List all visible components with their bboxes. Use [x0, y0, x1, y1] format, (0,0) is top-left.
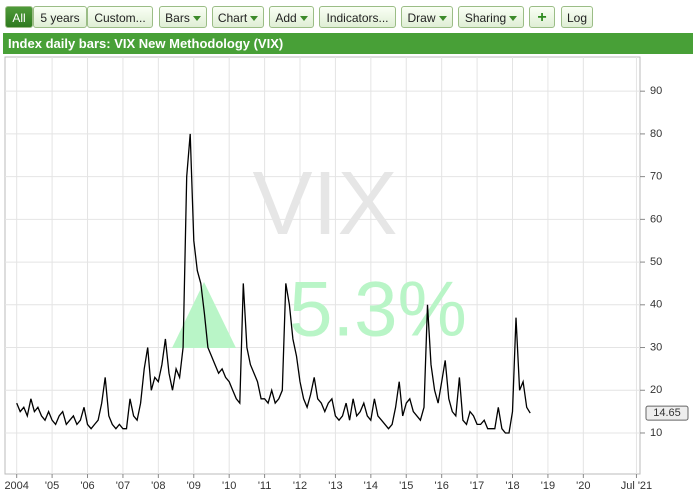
- y-tick-label: 10: [650, 427, 662, 439]
- x-tick-label: '12: [293, 480, 307, 492]
- watermark: VIX: [252, 154, 397, 254]
- x-tick-label: Jul '21: [621, 480, 652, 492]
- y-tick-label: 20: [650, 384, 662, 396]
- x-tick-label: '08: [151, 480, 165, 492]
- y-tick-label: 90: [650, 85, 662, 97]
- toolbar-button[interactable]: Custom...: [87, 6, 153, 28]
- x-tick-label: '18: [505, 480, 519, 492]
- y-tick-label: 70: [650, 171, 662, 183]
- x-tick-label: '16: [435, 480, 449, 492]
- x-tick-label: '20: [576, 480, 590, 492]
- x-tick-label: '10: [222, 480, 236, 492]
- toolbar-button[interactable]: +: [529, 6, 555, 28]
- toolbar-button[interactable]: Indicators...: [319, 6, 396, 28]
- x-tick-label: '19: [541, 480, 555, 492]
- toolbar-button[interactable]: Bars: [159, 6, 207, 28]
- x-tick-label: '09: [187, 480, 201, 492]
- x-tick-label: '06: [80, 480, 94, 492]
- toolbar-button[interactable]: Chart: [212, 6, 264, 28]
- x-tick-label: '17: [470, 480, 484, 492]
- price-line: [16, 133, 531, 434]
- last-price-label: 14.65: [653, 407, 681, 419]
- y-tick-label: 40: [650, 299, 662, 311]
- x-tick-label: '07: [116, 480, 130, 492]
- y-tick-label: 60: [650, 213, 662, 225]
- chart-title: Index daily bars: VIX New Methodology (V…: [3, 33, 693, 54]
- x-tick-label: '14: [364, 480, 378, 492]
- x-tick-label: 2004: [4, 480, 28, 492]
- x-tick-label: '05: [45, 480, 59, 492]
- toolbar-button[interactable]: Log: [561, 6, 593, 28]
- y-tick-label: 50: [650, 256, 662, 268]
- x-tick-label: '13: [328, 480, 342, 492]
- toolbar-button[interactable]: 5 years: [33, 6, 87, 28]
- toolbar-button[interactable]: Add: [269, 6, 314, 28]
- change-watermark: 5.3%: [289, 265, 467, 353]
- last-price-badge: [645, 405, 689, 421]
- y-tick-label: 80: [650, 128, 662, 140]
- x-tick-label: '15: [399, 480, 413, 492]
- y-tick-label: 30: [650, 341, 662, 353]
- x-tick-label: '11: [258, 480, 272, 492]
- toolbar-button[interactable]: Draw: [401, 6, 453, 28]
- toolbar-button[interactable]: Sharing: [458, 6, 524, 28]
- toolbar-button[interactable]: All: [5, 6, 33, 28]
